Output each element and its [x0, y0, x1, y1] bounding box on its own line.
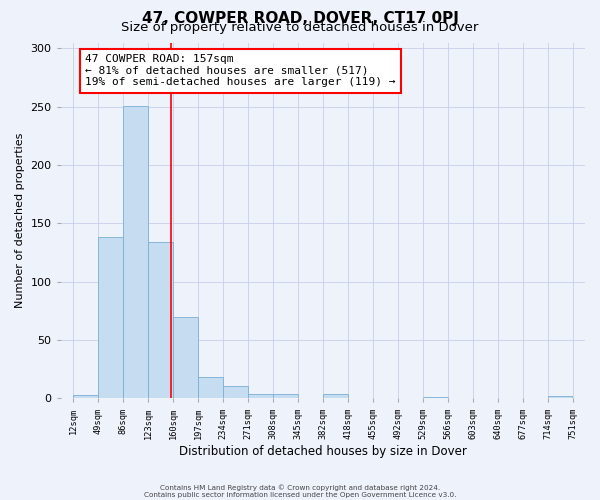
Bar: [73, 395, 98, 398]
Text: 47, COWPER ROAD, DOVER, CT17 0PJ: 47, COWPER ROAD, DOVER, CT17 0PJ: [142, 11, 458, 26]
Text: Contains HM Land Registry data © Crown copyright and database right 2024.: Contains HM Land Registry data © Crown c…: [160, 484, 440, 491]
Bar: [123, 106, 148, 399]
Bar: [198, 378, 223, 398]
Bar: [423, 397, 448, 398]
Text: Size of property relative to detached houses in Dover: Size of property relative to detached ho…: [121, 22, 479, 35]
Bar: [248, 394, 273, 398]
Text: Contains public sector information licensed under the Open Government Licence v3: Contains public sector information licen…: [144, 492, 456, 498]
Bar: [148, 242, 173, 398]
X-axis label: Distribution of detached houses by size in Dover: Distribution of detached houses by size …: [179, 444, 467, 458]
Text: 47 COWPER ROAD: 157sqm
← 81% of detached houses are smaller (517)
19% of semi-de: 47 COWPER ROAD: 157sqm ← 81% of detached…: [85, 54, 396, 88]
Y-axis label: Number of detached properties: Number of detached properties: [15, 133, 25, 308]
Bar: [548, 396, 572, 398]
Bar: [98, 238, 123, 398]
Bar: [273, 394, 298, 398]
Bar: [323, 394, 347, 398]
Bar: [173, 316, 198, 398]
Bar: [223, 386, 248, 398]
